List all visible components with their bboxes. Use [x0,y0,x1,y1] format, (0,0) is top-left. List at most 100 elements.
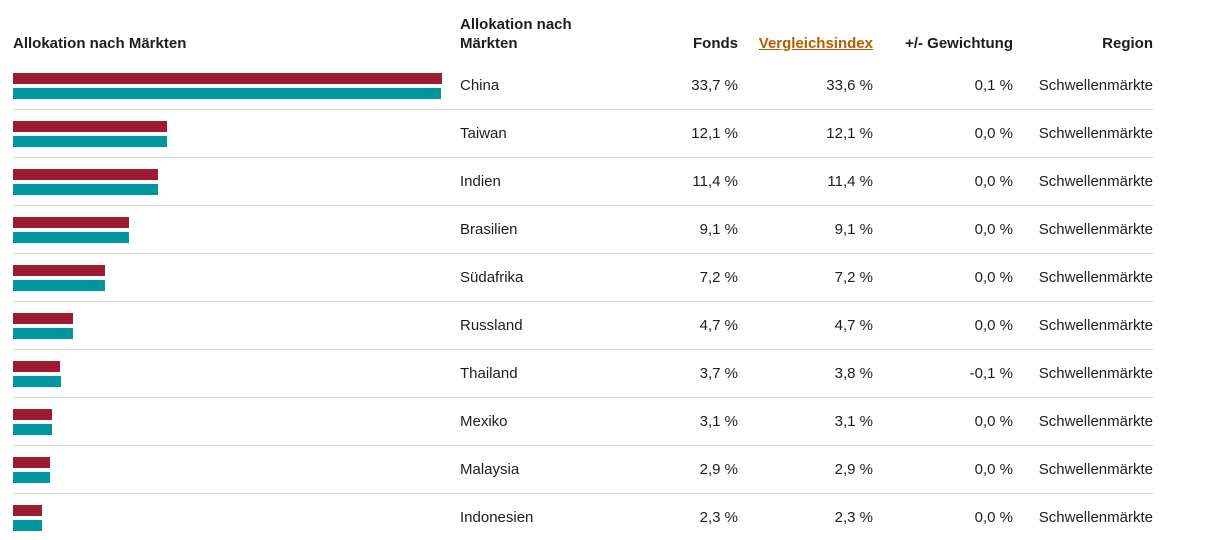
region-cell: Schwellenmärkte [1038,77,1153,94]
region-cell: Schwellenmärkte [1038,509,1153,526]
table-row: Russland 4,7 % 4,7 % 0,0 % Schwellenmärk… [13,302,1153,350]
bar-pair [13,494,460,540]
table-row: Brasilien 9,1 % 9,1 % 0,0 % Schwellenmär… [13,206,1153,254]
table-row: China 33,7 % 33,6 % 0,1 % Schwellenmärkt… [13,62,1153,110]
weight-cell: 0,0 % [974,317,1013,334]
weight-cell: 0,1 % [974,77,1013,94]
market-cell: Mexiko [460,413,508,430]
bar-pair [13,62,460,109]
index-cell: 9,1 % [834,221,873,238]
column-header-region: Region [1102,35,1153,52]
table-header-row: Allokation nach Märkten Allokation nach … [13,0,1153,62]
fonds-cell: 2,3 % [699,509,738,526]
region-cell: Schwellenmärkte [1038,365,1153,382]
bar-pair [13,302,460,349]
market-cell: Südafrika [460,269,524,286]
market-cell: Taiwan [460,125,507,142]
market-cell: Indien [460,173,501,190]
index-cell: 7,2 % [834,269,873,286]
index-cell: 3,1 % [834,413,873,430]
market-allocation-table: Allokation nach Märkten Allokation nach … [13,0,1153,540]
fonds-cell: 33,7 % [691,77,738,94]
fonds-bar [13,312,73,324]
fonds-bar [13,264,105,276]
fonds-cell: 7,2 % [699,269,738,286]
index-cell: 4,7 % [834,317,873,334]
column-header-vergleichsindex: Vergleichsindex [738,34,873,62]
region-cell: Schwellenmärkte [1038,173,1153,190]
region-cell: Schwellenmärkte [1038,221,1153,238]
fonds-cell: 4,7 % [699,317,738,334]
market-cell: Thailand [460,365,518,382]
index-bar [13,87,441,99]
fonds-bar [13,216,129,228]
bar-pair [13,446,460,493]
bar-pair [13,254,460,301]
fonds-bar [13,360,61,372]
table-row: Indien 11,4 % 11,4 % 0,0 % Schwellenmärk… [13,158,1153,206]
index-bar [13,423,53,435]
index-cell: 33,6 % [826,77,873,94]
market-cell: Russland [460,317,523,334]
fonds-cell: 3,1 % [699,413,738,430]
fonds-cell: 3,7 % [699,365,738,382]
fonds-bar [13,408,53,420]
weight-cell: 0,0 % [974,413,1013,430]
index-bar [13,183,159,195]
table-row: Taiwan 12,1 % 12,1 % 0,0 % Schwellenmärk… [13,110,1153,158]
bar-pair [13,110,460,157]
index-bar [13,375,62,387]
index-bar [13,519,43,531]
table-body: China 33,7 % 33,6 % 0,1 % Schwellenmärkt… [13,62,1153,540]
weight-cell: 0,0 % [974,509,1013,526]
bar-pair [13,206,460,253]
index-bar [13,135,168,147]
table-row: Thailand 3,7 % 3,8 % -0,1 % Schwellenmär… [13,350,1153,398]
vergleichsindex-link[interactable]: Vergleichsindex [758,35,873,52]
market-cell: Brasilien [460,221,518,238]
column-header-fonds: Fonds [693,35,738,52]
fonds-cell: 12,1 % [691,125,738,142]
bar-pair [13,398,460,445]
bar-pair [13,158,460,205]
weight-cell: 0,0 % [974,221,1013,238]
weight-cell: -0,1 % [969,365,1013,382]
index-cell: 3,8 % [834,365,873,382]
column-header-gewichtung: +/- Gewichtung [905,35,1013,52]
bar-pair [13,350,460,397]
region-cell: Schwellenmärkte [1038,413,1153,430]
region-cell: Schwellenmärkte [1038,317,1153,334]
fonds-cell: 2,9 % [699,461,738,478]
fonds-bar [13,168,159,180]
table-row: Südafrika 7,2 % 7,2 % 0,0 % Schwellenmär… [13,254,1153,302]
weight-cell: 0,0 % [974,269,1013,286]
table-row: Mexiko 3,1 % 3,1 % 0,0 % Schwellenmärkte [13,398,1153,446]
market-cell: Malaysia [460,461,520,478]
table-row: Indonesien 2,3 % 2,3 % 0,0 % Schwellenmä… [13,494,1153,540]
fonds-cell: 9,1 % [699,221,738,238]
weight-cell: 0,0 % [974,173,1013,190]
fonds-cell: 11,4 % [692,173,738,190]
region-cell: Schwellenmärkte [1038,461,1153,478]
fonds-bar [13,504,43,516]
region-cell: Schwellenmärkte [1038,125,1153,142]
column-header-market: Allokation nach Märkten [460,16,572,52]
fonds-bar [13,456,50,468]
region-cell: Schwellenmärkte [1038,269,1153,286]
fonds-bar [13,120,168,132]
table-row: Malaysia 2,9 % 2,9 % 0,0 % Schwellenmärk… [13,446,1153,494]
index-cell: 11,4 % [827,173,873,190]
chart-title: Allokation nach Märkten [13,35,187,52]
index-bar [13,279,105,291]
weight-cell: 0,0 % [974,125,1013,142]
fonds-bar [13,72,443,84]
market-cell: China [460,77,500,94]
index-bar [13,327,73,339]
index-bar [13,471,50,483]
index-cell: 2,3 % [834,509,873,526]
market-cell: Indonesien [460,509,534,526]
index-cell: 2,9 % [834,461,873,478]
weight-cell: 0,0 % [974,461,1013,478]
index-bar [13,231,129,243]
index-cell: 12,1 % [826,125,873,142]
